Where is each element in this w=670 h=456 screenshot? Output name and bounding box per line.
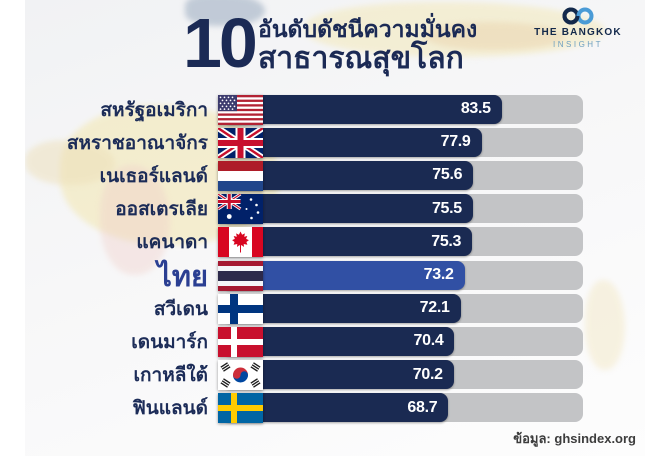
chart-row: ออสเตรเลีย 75.5	[25, 193, 645, 226]
netherlands-flag-icon	[218, 160, 263, 191]
chart-row: ไทย 73.2	[25, 259, 645, 293]
the-bangkok-insight-logo: THE BANGKOK INSIGHT	[518, 6, 638, 50]
bar-zone: 72.1	[218, 293, 588, 324]
source-credit: ข้อมูล: ghsindex.org	[513, 431, 636, 446]
country-label: เดนมาร์ก	[131, 331, 208, 353]
map-blob-atlantic	[25, 140, 115, 185]
bar-zone: 75.3	[218, 227, 588, 258]
bar-track: 75.3	[222, 227, 583, 257]
finland-flag-icon	[218, 293, 263, 324]
bar-track: 72.1	[222, 293, 583, 323]
score-value: 77.9	[440, 133, 471, 151]
bar-zone: 70.2	[218, 360, 588, 391]
chart-header: 10 อันดับดัชนีความมั่นคง สาธารณสุขโลก TH…	[0, 0, 670, 90]
logo-sub-text: INSIGHT	[553, 40, 603, 49]
score-bar: 75.6	[222, 160, 474, 190]
usa-flag-icon	[218, 94, 263, 125]
bar-track: 75.6	[222, 160, 583, 190]
country-label: ฟินแลนด์	[132, 398, 208, 420]
score-value: 68.7	[407, 398, 438, 416]
bar-zone: 75.5	[218, 194, 588, 225]
australia-flag-icon	[218, 194, 263, 225]
country-label: เกาหลีใต้	[133, 365, 208, 387]
bar-track: 70.4	[222, 326, 583, 356]
score-value: 75.6	[432, 166, 463, 184]
ranking-bar-list: สหรัฐอเมริกา 83.5 สหราชอาณาจักร 77.9	[25, 93, 645, 425]
rank-count-number: 10	[183, 4, 258, 82]
bar-track: 68.7	[222, 393, 583, 423]
thailand-flag-icon	[218, 260, 263, 291]
bar-zone: 75.6	[218, 160, 588, 191]
chart-row: แคนาดา 75.3	[25, 226, 645, 259]
chart-row: สวีเดน 72.1	[25, 292, 645, 325]
bar-zone: 70.4	[218, 326, 588, 357]
score-bar: 77.9	[222, 127, 482, 157]
country-label: สหรัฐอเมริกา	[100, 99, 208, 121]
bar-track: 70.2	[222, 360, 583, 390]
score-bar: 83.5	[222, 94, 502, 124]
title-line-1: อันดับดัชนีความมั่นคง	[258, 16, 478, 42]
bar-track: 73.2	[222, 260, 583, 290]
score-value: 72.1	[419, 299, 450, 317]
map-blob-australia	[585, 280, 625, 370]
map-blob-south-america	[100, 165, 170, 275]
south-korea-flag-icon	[218, 360, 263, 391]
country-label: ออสเตรเลีย	[115, 199, 208, 221]
uk-flag-icon	[218, 127, 263, 158]
title-line-2: สาธารณสุขโลก	[258, 42, 464, 76]
denmark-flag-icon	[218, 326, 263, 357]
chart-row: เกาหลีใต้ 70.2	[25, 359, 645, 392]
country-label: สหราชอาณาจักร	[66, 132, 208, 154]
bar-zone: 77.9	[218, 127, 588, 158]
chart-row: ฟินแลนด์ 68.7	[25, 392, 645, 425]
map-blob-greenland	[185, 0, 265, 26]
score-value: 83.5	[460, 100, 491, 118]
chart-row: สหรัฐอเมริกา 83.5	[25, 93, 645, 126]
chart-row: เดนมาร์ก 70.4	[25, 325, 645, 358]
canada-flag-icon	[218, 227, 263, 258]
score-value: 75.5	[431, 199, 462, 217]
country-label: ไทย	[157, 260, 208, 293]
country-label: เนเธอร์แลนด์	[99, 165, 208, 187]
score-value: 75.3	[431, 232, 462, 250]
score-value: 73.2	[423, 266, 454, 284]
chart-row: สหราชอาณาจักร 77.9	[25, 126, 645, 159]
bar-track: 83.5	[222, 94, 583, 124]
chart-row: เนเธอร์แลนด์ 75.6	[25, 159, 645, 192]
page-title: อันดับดัชนีความมั่นคง สาธารณสุขโลก	[258, 16, 477, 75]
logo-name-text: THE BANGKOK	[534, 27, 622, 38]
sweden-flag-icon	[218, 393, 263, 424]
bar-track: 75.5	[222, 194, 583, 224]
country-label: สวีเดน	[153, 298, 208, 320]
bar-zone: 83.5	[218, 94, 588, 125]
score-value: 70.4	[413, 332, 444, 350]
score-value: 70.2	[412, 365, 443, 383]
score-bar: 75.5	[222, 194, 473, 224]
infinity-logo-icon	[562, 7, 594, 25]
score-bar: 75.3	[222, 227, 473, 257]
country-label: แคนาดา	[136, 232, 208, 254]
bar-zone: 68.7	[218, 393, 588, 424]
map-blob-asia	[425, 22, 565, 50]
bar-track: 77.9	[222, 127, 583, 157]
bar-zone: 73.2	[218, 260, 588, 291]
